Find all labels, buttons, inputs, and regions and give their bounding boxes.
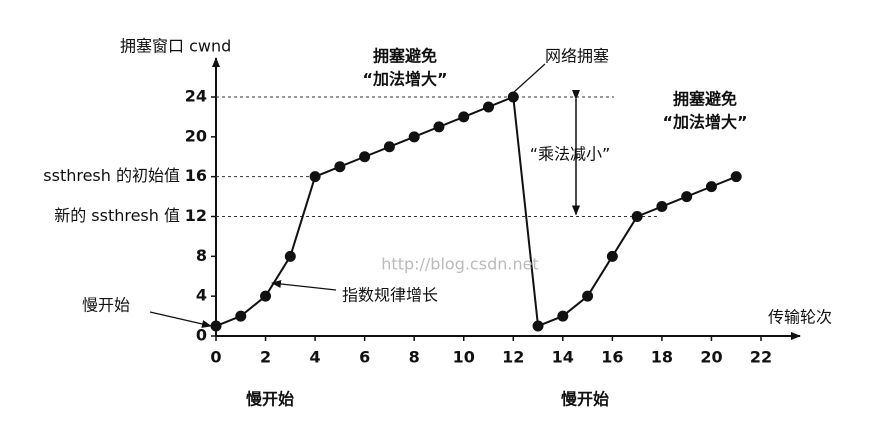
- data-line: [215, 95, 737, 328]
- x-tick-label: 0: [210, 348, 221, 367]
- data-point: [433, 121, 445, 133]
- leader: [513, 63, 546, 93]
- x-tick-label: 20: [700, 348, 722, 367]
- x-tick-label: 4: [310, 348, 321, 367]
- data-point: [656, 201, 668, 213]
- x-tick-label: 18: [651, 348, 673, 367]
- data-point: [681, 191, 693, 203]
- annotation: “加法增大”: [362, 70, 447, 89]
- x-tick-label: 2: [260, 348, 271, 367]
- data-point: [235, 310, 247, 322]
- data-point: [260, 290, 272, 302]
- annotation: 慢开始: [82, 296, 130, 315]
- reference-label: ssthresh 的初始值: [43, 166, 180, 185]
- y-tick-label: 24: [185, 87, 207, 106]
- y-tick-label: 12: [185, 206, 207, 225]
- data-point: [359, 151, 371, 163]
- data-point: [582, 290, 594, 302]
- data-point: [383, 141, 395, 153]
- x-tick-label: 22: [750, 348, 772, 367]
- y-axis-label: 拥塞窗口 cwnd: [120, 37, 231, 56]
- y-tick-label: 16: [185, 166, 207, 185]
- x-tick-label: 8: [409, 348, 420, 367]
- data-point: [408, 131, 420, 143]
- annotation: 慢开始: [561, 390, 609, 409]
- x-tick-label: 6: [359, 348, 370, 367]
- data-point: [483, 101, 494, 113]
- x-tick-label: 14: [552, 348, 574, 367]
- data-point: [507, 91, 519, 103]
- x-tick-label: 10: [453, 348, 475, 367]
- data-point: [284, 250, 296, 262]
- y-tick-label: 0: [196, 326, 207, 345]
- data-point: [458, 111, 470, 123]
- annotation: 网络拥塞: [545, 47, 609, 66]
- annotation: 指数规律增长: [342, 286, 438, 305]
- data-point: [557, 310, 569, 322]
- data-point: [730, 171, 742, 183]
- data-point: [606, 250, 618, 262]
- data-point: [309, 171, 321, 183]
- annotation: 拥塞避免: [373, 47, 437, 66]
- y-tick-label: 20: [185, 126, 207, 145]
- x-tick-label: 12: [502, 348, 524, 367]
- data-point: [334, 161, 346, 173]
- annotation: “乘法减小”: [530, 145, 611, 164]
- data-point: [705, 181, 717, 193]
- annotation: 拥塞避免: [673, 90, 737, 109]
- x-axis-label: 传输轮次: [768, 308, 832, 327]
- reference-label: 新的 ssthresh 值: [54, 206, 180, 225]
- data-point: [631, 211, 643, 222]
- data-point: [532, 320, 544, 332]
- annotation: 慢开始: [246, 390, 294, 409]
- x-tick-label: 16: [601, 348, 623, 367]
- y-tick-label: 8: [196, 246, 207, 265]
- leader: [149, 311, 212, 328]
- annotation: “加法增大”: [662, 113, 747, 132]
- data-point: [210, 320, 222, 332]
- y-tick-label: 4: [196, 286, 207, 305]
- leader: [271, 280, 337, 291]
- watermark: http://blog.csdn.net: [381, 255, 538, 274]
